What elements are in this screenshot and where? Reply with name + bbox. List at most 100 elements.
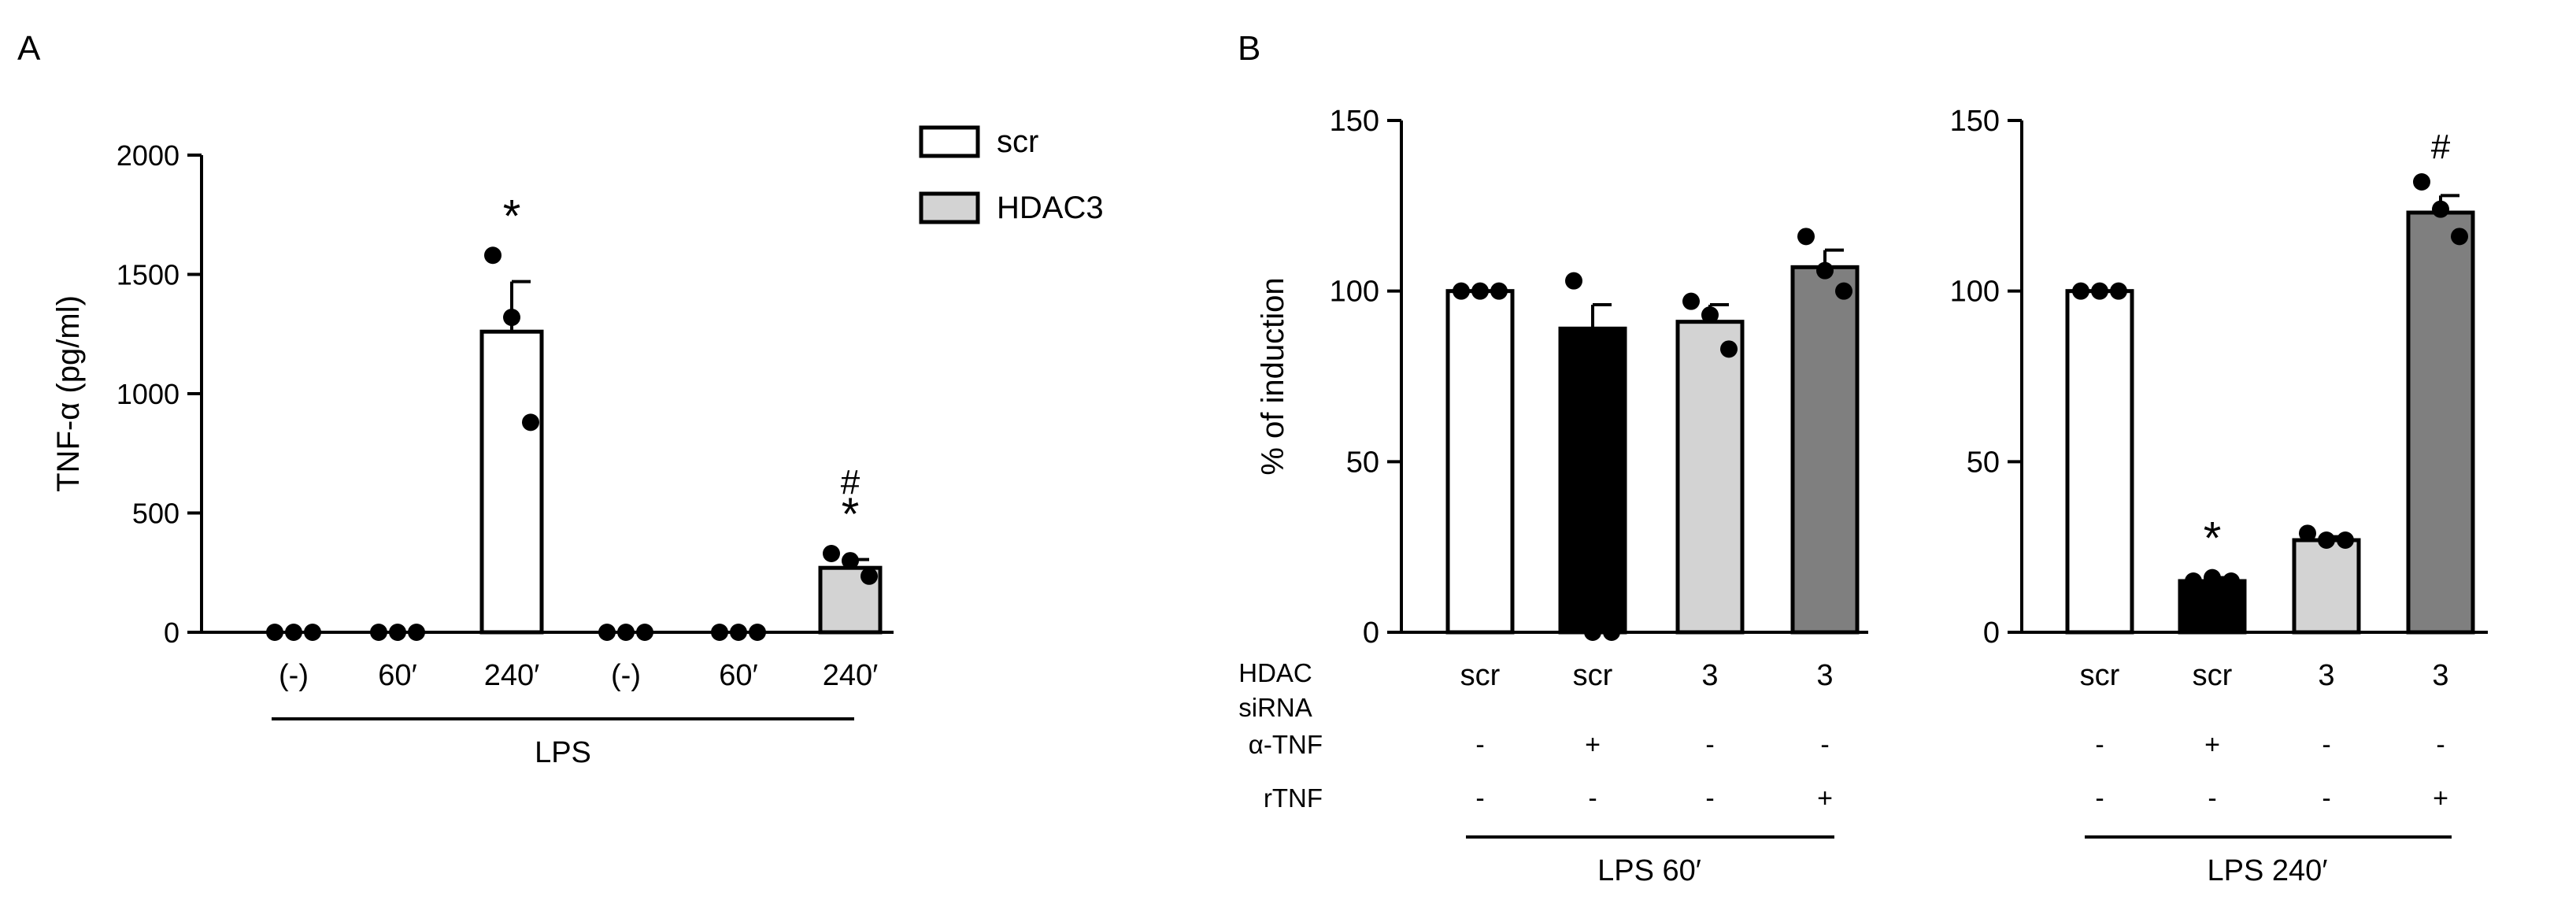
y-tick-label: 500 xyxy=(132,498,180,530)
y-tick-label: 1000 xyxy=(117,378,180,410)
data-point xyxy=(522,413,539,431)
data-point xyxy=(823,545,840,563)
data-point xyxy=(408,624,425,641)
x-tick-label: 3 xyxy=(1816,659,1833,692)
x-tick-label: (-) xyxy=(279,659,309,692)
data-point xyxy=(266,624,283,641)
x-tick-label: scr xyxy=(1460,659,1501,692)
y-tick-label: 50 xyxy=(1967,446,2000,479)
data-point xyxy=(2185,572,2202,590)
alpha-tnf-mark: + xyxy=(2204,730,2220,760)
alpha-tnf-mark: - xyxy=(1475,730,1484,760)
data-point xyxy=(1471,282,1489,300)
data-point xyxy=(484,246,502,265)
x-tick-label: 3 xyxy=(2432,659,2448,692)
rtnf-mark: - xyxy=(1588,783,1597,813)
data-point xyxy=(2091,282,2108,300)
data-point xyxy=(1797,228,1815,246)
legend-swatch-hdac3 xyxy=(919,191,980,224)
rtnf-mark: - xyxy=(2095,783,2104,813)
chart-panel-a: 0 500 1000 1500 2000 TNF-α (pg/ml) (-) 60′ * 240′… xyxy=(51,139,894,769)
data-point xyxy=(2110,282,2127,300)
x-tick-label: scr xyxy=(2193,659,2233,692)
data-point xyxy=(749,624,766,641)
x-tick-label: scr xyxy=(1573,659,1613,692)
y-tick-label: 150 xyxy=(1330,105,1379,138)
data-point xyxy=(2451,228,2468,246)
rtnf-mark: - xyxy=(1475,783,1484,813)
alpha-tnf-mark: - xyxy=(2095,730,2104,760)
data-point xyxy=(2223,572,2240,590)
significance-hash: # xyxy=(841,463,861,502)
legend-label-hdac3: HDAC3 xyxy=(997,191,1104,225)
bar xyxy=(479,329,544,635)
data-point xyxy=(1453,282,1470,300)
y-tick-label: 100 xyxy=(1330,276,1379,309)
panel-b-label: B xyxy=(1238,29,1260,68)
alpha-tnf-mark: - xyxy=(1820,730,1829,760)
y-tick-label: 0 xyxy=(164,617,180,649)
x-axis-label: LPS 60′ xyxy=(1597,854,1701,887)
x-tick-label: 3 xyxy=(2318,659,2334,692)
bar xyxy=(2292,538,2361,635)
data-point xyxy=(2337,531,2354,549)
data-point xyxy=(1682,292,1700,310)
y-tick-label: 1500 xyxy=(117,259,180,291)
panel-a-legend: scr HDAC3 xyxy=(919,124,1104,225)
rtnf-mark: - xyxy=(2208,783,2216,813)
rtnf-mark: + xyxy=(2433,783,2448,813)
data-point xyxy=(2072,282,2089,300)
data-point xyxy=(2299,524,2316,543)
x-tick-label: 60′ xyxy=(378,659,416,692)
panel-a-label: A xyxy=(17,29,41,68)
bar xyxy=(1675,320,1745,635)
bar xyxy=(1445,289,1515,635)
x-tick-label: 240′ xyxy=(823,659,879,692)
data-point xyxy=(2318,531,2335,549)
rtnf-mark: + xyxy=(1817,783,1833,813)
data-point xyxy=(2432,200,2449,218)
legend-label-scr: scr xyxy=(997,124,1038,159)
rtnf-mark: - xyxy=(2322,783,2330,813)
alpha-tnf-mark: - xyxy=(2436,730,2445,760)
data-point xyxy=(711,624,728,641)
panel-b-row-labels: HDAC siRNA α-TNF rTNF xyxy=(1238,658,1323,813)
y-axis-label: % of induction xyxy=(1256,277,1290,475)
data-point xyxy=(1565,272,1582,290)
data-point xyxy=(1584,624,1601,641)
x-tick-label: 3 xyxy=(1701,659,1718,692)
data-point xyxy=(2413,173,2430,191)
data-point xyxy=(1816,261,1834,280)
bar xyxy=(1790,265,1860,635)
x-axis-label: LPS xyxy=(535,736,591,769)
data-point xyxy=(598,624,616,641)
data-point xyxy=(2204,568,2221,587)
data-point xyxy=(1701,306,1719,324)
significance-star: * xyxy=(2204,513,2222,565)
data-point xyxy=(389,624,406,641)
chart-panel-b-right: 0 50 100 150 scr - - * scr + - 3 - - #3 - + LPS 240′ xyxy=(1950,105,2488,887)
data-point xyxy=(861,567,878,585)
data-point xyxy=(285,624,302,641)
alpha-tnf-mark: - xyxy=(2322,730,2330,760)
data-point xyxy=(370,624,387,641)
y-tick-label: 0 xyxy=(1983,617,2000,650)
x-tick-label: scr xyxy=(2080,659,2120,692)
data-point xyxy=(636,624,653,641)
data-point xyxy=(1835,282,1852,300)
bar xyxy=(2406,210,2475,635)
significance-star: * xyxy=(842,489,860,540)
x-tick-label: 240′ xyxy=(484,659,540,692)
y-tick-label: 0 xyxy=(1363,617,1379,650)
x-tick-label: (-) xyxy=(611,659,641,692)
row-label-rtnf: rTNF xyxy=(1264,783,1323,813)
y-axis-label: TNF-α (pg/ml) xyxy=(51,295,86,492)
data-point xyxy=(1490,282,1508,300)
alpha-tnf-mark: + xyxy=(1585,730,1601,760)
alpha-tnf-mark: - xyxy=(1705,730,1714,760)
data-point xyxy=(503,309,520,327)
y-tick-label: 150 xyxy=(1950,105,2000,138)
bar xyxy=(1558,326,1627,635)
data-point xyxy=(730,624,747,641)
